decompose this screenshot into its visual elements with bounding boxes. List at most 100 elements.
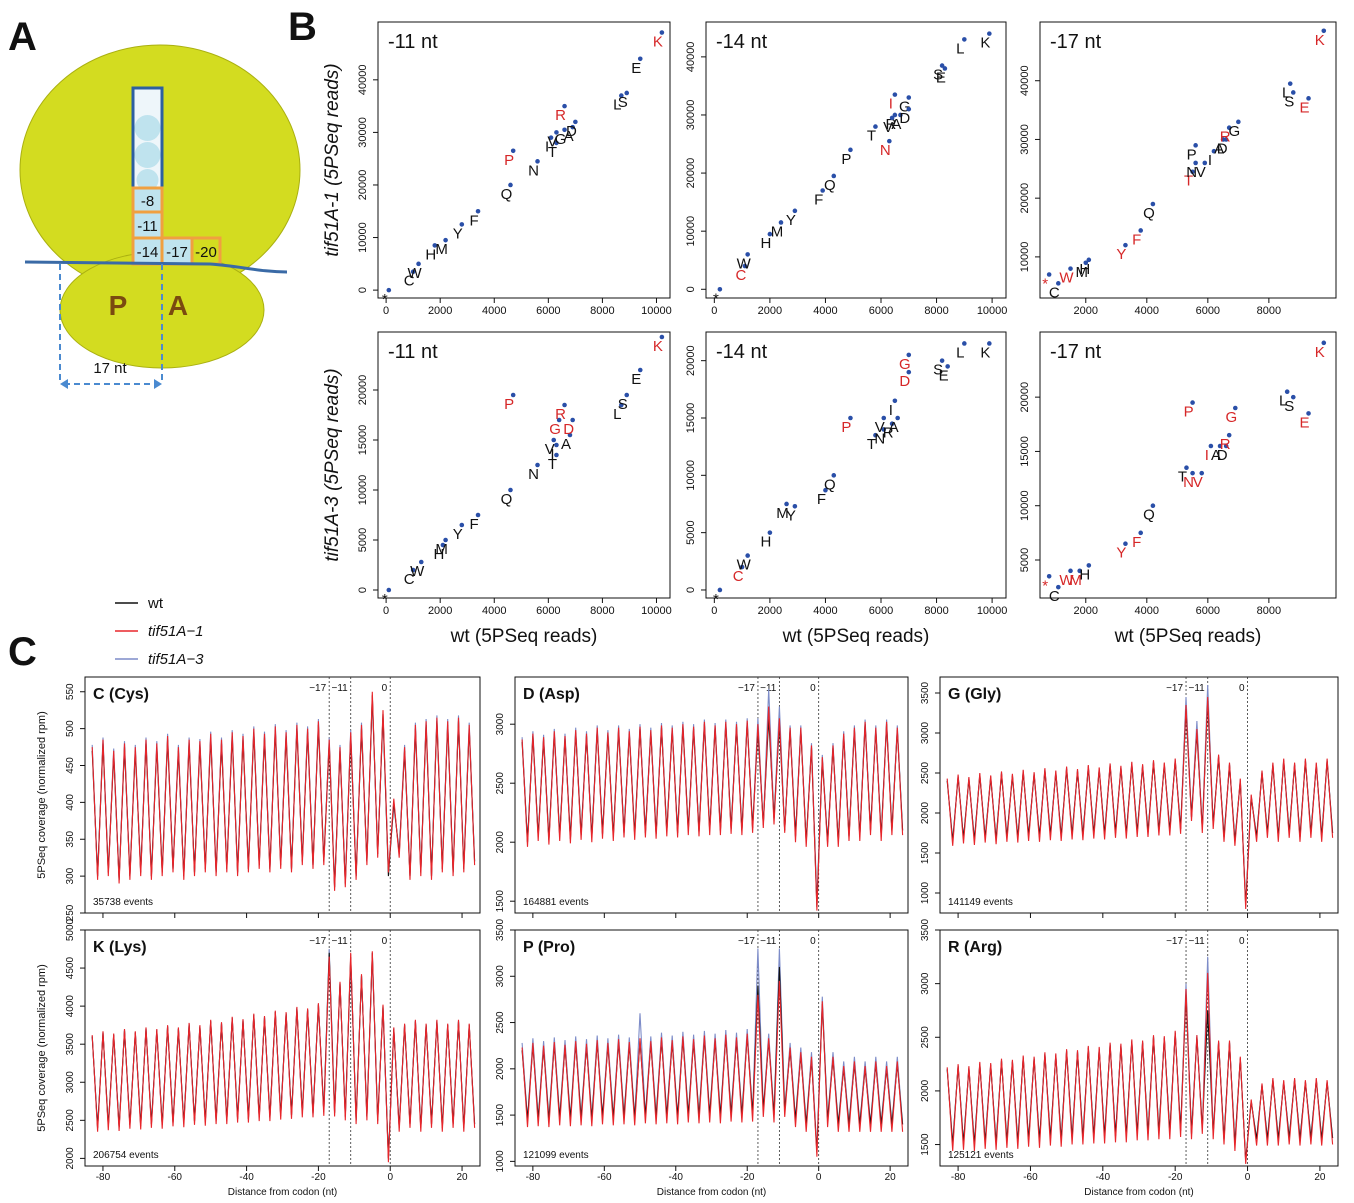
point bbox=[637, 367, 643, 373]
point bbox=[1184, 465, 1189, 471]
point bbox=[624, 392, 630, 398]
plot-title: -11 nt bbox=[388, 341, 438, 363]
y-tick-label: 2000 bbox=[495, 831, 506, 854]
point-label: F bbox=[817, 491, 826, 508]
point-label: D bbox=[563, 421, 574, 438]
point bbox=[892, 112, 898, 118]
panel-label: A bbox=[8, 15, 37, 59]
x-axis-label: wt (5PSeq reads) bbox=[782, 626, 930, 647]
y-tick-label: 0 bbox=[357, 587, 369, 593]
point-label: H bbox=[1079, 261, 1090, 278]
point-label: H bbox=[425, 246, 436, 263]
y-axis-label: tif51A-3 (5PSeq reads) bbox=[322, 368, 343, 561]
point-label: Y bbox=[453, 526, 463, 543]
point bbox=[410, 567, 416, 573]
bead bbox=[134, 142, 161, 168]
reference-label: −11 bbox=[1189, 936, 1206, 947]
plot-frame bbox=[1039, 331, 1337, 599]
point-label: S bbox=[1284, 398, 1294, 415]
point-label: Y bbox=[786, 507, 796, 524]
point-label: F bbox=[814, 192, 823, 209]
point bbox=[551, 437, 557, 443]
point-label: L bbox=[613, 97, 621, 114]
point bbox=[475, 512, 481, 518]
point bbox=[873, 124, 878, 129]
ribosome-diagram: -8 -11 -14 -17 -20 P A 17 nt bbox=[19, 44, 301, 389]
point-label: R bbox=[883, 425, 894, 442]
y-tick-label: 3000 bbox=[920, 721, 931, 744]
point bbox=[556, 417, 562, 423]
point bbox=[987, 341, 992, 346]
point-label: L bbox=[1279, 393, 1287, 410]
point-label: G bbox=[1229, 123, 1241, 140]
reference-label: 0 bbox=[382, 936, 388, 947]
reference-label: −17 bbox=[1166, 683, 1183, 694]
x-tick-label: 0 bbox=[816, 1172, 822, 1183]
plot-frame bbox=[377, 21, 671, 299]
y-tick-label: 5000 bbox=[357, 528, 369, 552]
plot-title: P (Pro) bbox=[523, 939, 575, 956]
point-label: G bbox=[899, 99, 911, 116]
x-tick-label: 2000 bbox=[428, 305, 452, 317]
point-label: R bbox=[1220, 129, 1231, 146]
y-tick-label: 10000 bbox=[685, 460, 697, 491]
point bbox=[1193, 143, 1198, 148]
reference-label: 0 bbox=[382, 683, 388, 694]
point-label: K bbox=[653, 34, 663, 51]
series-line bbox=[91, 691, 476, 891]
y-tick-label: 2000 bbox=[495, 1057, 506, 1080]
point bbox=[1321, 340, 1327, 346]
point-label: Y bbox=[1116, 545, 1126, 562]
x-tick-label: -40 bbox=[1096, 1172, 1111, 1183]
point-label: S bbox=[933, 67, 943, 84]
point bbox=[717, 286, 723, 292]
point bbox=[1083, 260, 1089, 266]
point-label: Y bbox=[1116, 246, 1126, 263]
point-label: P bbox=[504, 396, 514, 413]
point bbox=[443, 237, 448, 243]
point bbox=[1086, 563, 1092, 568]
y-tick-label: 15000 bbox=[685, 403, 697, 434]
point-label: M bbox=[1069, 572, 1082, 589]
mrna bbox=[24, 260, 288, 274]
x-tick-label: -60 bbox=[1023, 1172, 1038, 1183]
point bbox=[823, 487, 828, 493]
series-line bbox=[521, 706, 904, 911]
event-count: 121099 events bbox=[523, 1150, 589, 1161]
y-tick-label: 40000 bbox=[1019, 65, 1031, 96]
y-tick-label: 3500 bbox=[65, 1033, 76, 1056]
reference-label: −17 bbox=[738, 683, 755, 694]
point-label: E bbox=[1300, 99, 1310, 116]
point bbox=[459, 522, 465, 528]
point bbox=[820, 188, 825, 193]
point-label: G bbox=[555, 131, 567, 148]
point bbox=[1306, 96, 1311, 101]
x-axis-label: Distance from codon (nt) bbox=[228, 1187, 338, 1198]
point bbox=[1202, 160, 1208, 166]
point-label: F bbox=[1132, 534, 1141, 551]
x-tick-label: -60 bbox=[168, 1172, 183, 1183]
point bbox=[535, 159, 540, 164]
point-label: F bbox=[1132, 231, 1141, 248]
point bbox=[573, 119, 578, 125]
plot-frame bbox=[84, 676, 481, 914]
point-label: S bbox=[1284, 93, 1294, 110]
point-label: I bbox=[550, 446, 554, 463]
point-label: G bbox=[1225, 409, 1237, 426]
point bbox=[892, 398, 898, 404]
x-tick-label: 10000 bbox=[977, 305, 1008, 317]
y-tick-label: 350 bbox=[65, 830, 76, 847]
point-label: H bbox=[760, 235, 771, 252]
point bbox=[1056, 281, 1061, 286]
point bbox=[416, 261, 421, 267]
point-label: W bbox=[737, 557, 752, 574]
point-label: M bbox=[435, 541, 448, 558]
y-tick-label: 15000 bbox=[1019, 436, 1031, 467]
point bbox=[898, 112, 903, 118]
y-tick-label: 10000 bbox=[357, 222, 369, 253]
point-label: R bbox=[1220, 436, 1231, 453]
reference-label: −17 bbox=[738, 936, 755, 947]
point bbox=[987, 31, 992, 36]
point bbox=[619, 402, 624, 408]
point-label: N bbox=[1186, 164, 1197, 181]
